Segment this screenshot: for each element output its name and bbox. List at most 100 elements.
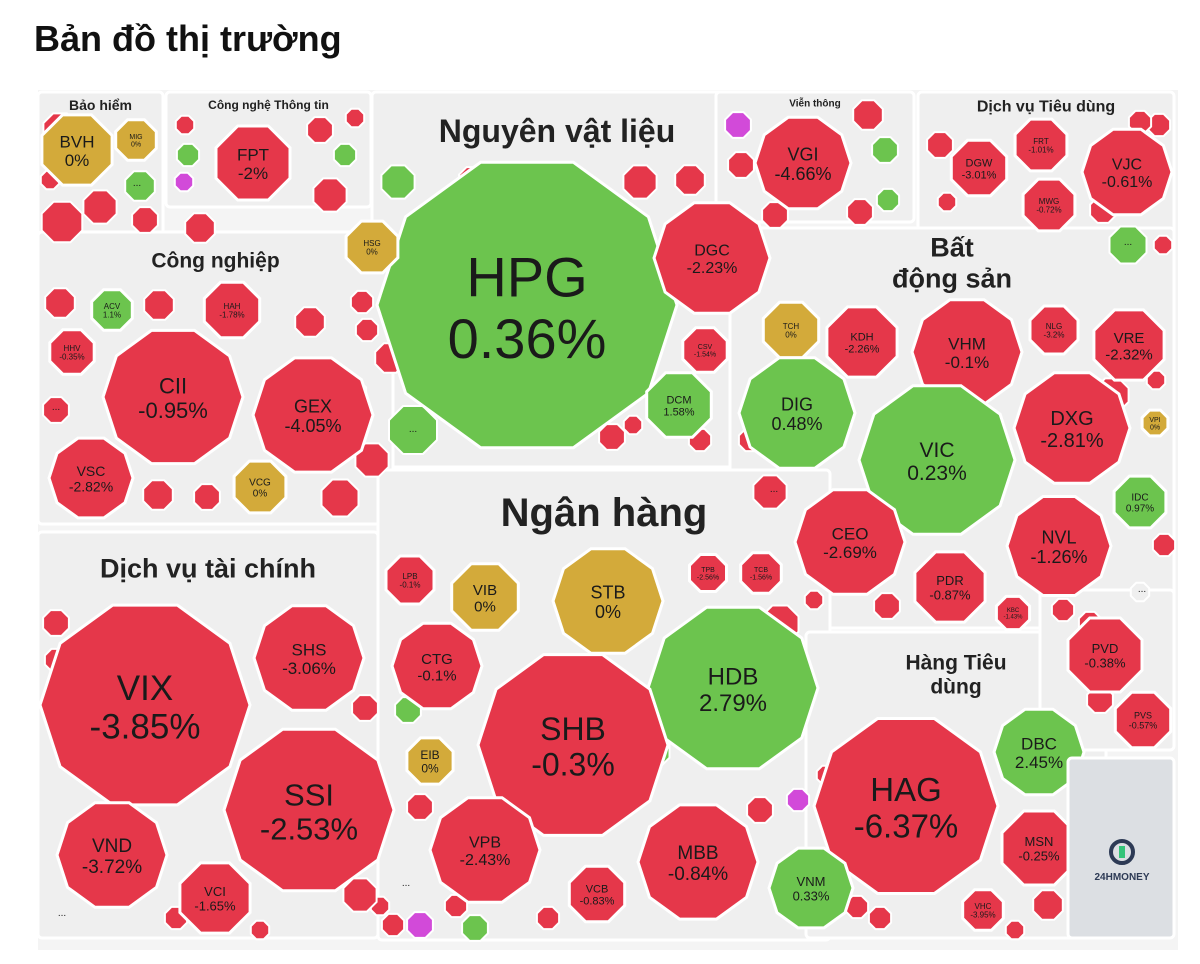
more-indicator: ... [58,908,66,919]
sector-label: Hàng Tiêu [905,651,1006,674]
minor-stock-tile [622,414,644,436]
minor-stock-tile [175,142,201,168]
stock-tile-gex: GEX-4.05% [251,356,375,474]
minor-stock-tile [803,589,825,611]
minor-stock-tile [42,609,70,637]
minor-stock-tile [852,99,884,131]
stock-change: -0.38% [1084,655,1126,670]
stock-ticker: CTG [421,651,453,668]
stock-ticker: VGI [787,144,818,164]
stock-ticker: VND [92,836,132,857]
stock-change: -0.57% [1129,721,1158,731]
minor-stock-tile [443,893,469,919]
brand-logo: 24HMONEY [1066,756,1176,940]
stock-ticker: PVD [1092,641,1119,656]
stock-tile-cii: CII-0.95% [101,328,245,466]
stock-ticker: HPG [466,246,587,309]
stock-change: 0.97% [1126,504,1154,515]
stock-tile-shb: SHB-0.3% [476,653,670,837]
stock-change: 0% [785,331,797,340]
stock-change: -0.95% [138,398,208,423]
stock-tile-shape [178,861,252,935]
stock-tile-shape [812,717,1000,895]
stock-ticker: TPB [701,567,715,574]
more-indicator: ... [770,484,778,495]
stock-change: 0% [253,489,268,500]
stock-ticker: KDH [850,331,873,343]
stock-tile-hah: HAH-1.78% [202,280,262,340]
stock-tile-hag: HAG-6.37% [812,717,1000,895]
stock-tile-shape [55,801,169,909]
stock-tile-shape [90,288,134,332]
stock-ticker: HHV [64,344,82,353]
stock-tile-fpt: FPT-2% [214,124,292,202]
minor-stock-tile [746,796,774,824]
stock-change: -1.56% [750,575,772,582]
sector-label: Công nghệ Thông tin [208,98,329,112]
stock-tile-shape [949,138,1009,198]
sector-label: Nguyên vật liệu [439,113,676,149]
stock-change: -0.35% [59,353,84,362]
stock-change: 1.58% [663,406,694,418]
stock-ticker: MWG [1039,197,1059,206]
stock-change: -1.01% [1028,146,1053,155]
more-indicator: ... [52,402,60,413]
stock-change: -0.25% [1018,848,1060,863]
minor-stock-tile [724,111,752,139]
stock-change: -0.1% [945,353,989,372]
sector-label: Bảo hiểm [69,97,132,113]
stock-ticker: HSG [363,239,380,248]
stock-change: -1.78% [219,311,244,320]
stock-tile-shape [214,124,292,202]
stock-ticker: VHC [975,902,992,911]
stock-tile-mbb: MBB-0.84% [636,803,760,921]
stock-tile-shape [793,488,907,596]
minor-stock-tile [406,793,434,821]
stock-tile-shape [1005,495,1113,597]
more-indicator: ... [409,424,417,435]
stock-change: 0% [421,761,439,775]
stock-tile-mwg: MWG-0.72% [1021,177,1077,233]
stock-tile-shape [40,113,114,187]
stock-change: 2.79% [699,690,767,717]
stock-ticker: NVL [1041,527,1076,547]
stock-ticker: VPI [1149,417,1160,424]
stock-ticker: KBC [1007,608,1020,614]
stock-ticker: VJC [1112,157,1142,174]
stock-tile-shape [101,328,245,466]
stock-tile-shape [1028,304,1080,356]
stock-ticker: CEO [832,524,869,543]
minor-stock-tile [1129,581,1151,603]
stock-ticker: DBC [1021,734,1057,753]
minor-stock-tile [320,478,360,518]
stock-tile-frt: FRT-1.01% [1013,117,1069,173]
stock-ticker: TCH [783,322,800,331]
stock-change: -3.01% [962,169,997,181]
more-indicator: ... [1138,584,1146,595]
minor-stock-tile [143,289,175,321]
stock-ticker: DXG [1050,408,1093,430]
brand-name: 24HMONEY [1094,872,1149,883]
stock-ticker: VIX [117,669,173,708]
minor-stock-tile [40,200,84,244]
minor-stock-tile [42,396,70,424]
stock-ticker: FRT [1033,137,1049,146]
stock-tile-shape [476,653,670,837]
stock-tile-vpb: VPB-2.43% [428,796,542,904]
stock-tile-dgw: DGW-3.01% [949,138,1009,198]
stock-ticker: GEX [294,396,332,416]
stock-tile-shape [1066,616,1144,694]
minor-stock-tile [873,592,901,620]
stock-tile-pvd: PVD-0.38% [1066,616,1144,694]
stock-ticker: TCB [754,567,768,574]
stock-tile-shape [252,604,366,712]
minor-stock-tile [354,317,380,343]
minor-stock-tile [351,694,379,722]
